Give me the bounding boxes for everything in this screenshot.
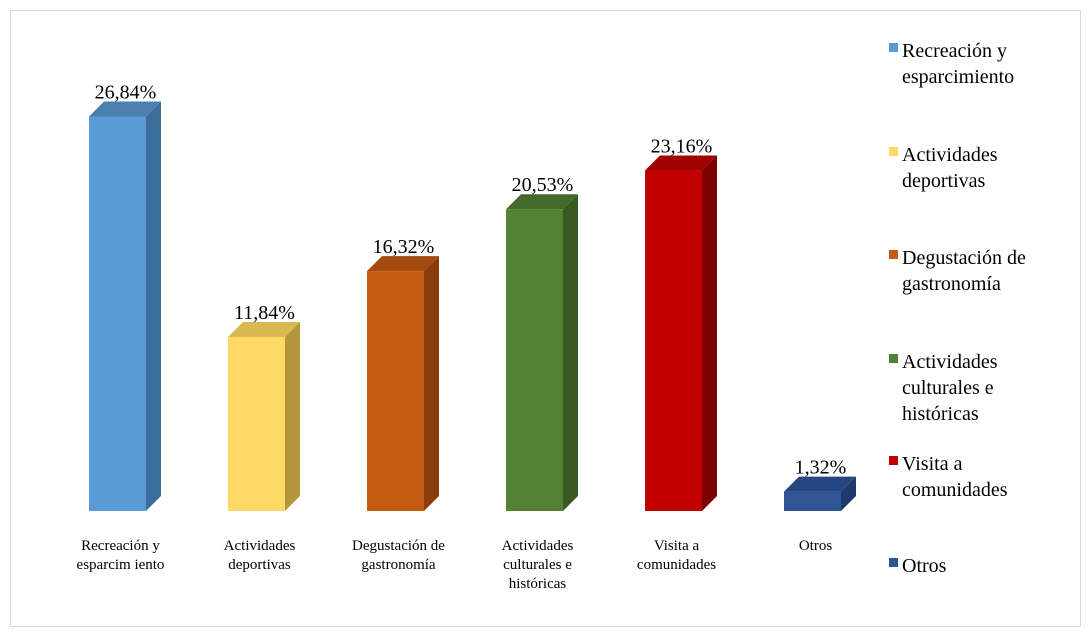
category-label: culturales e <box>503 557 572 573</box>
bar-top <box>228 321 300 337</box>
legend-entry: Visita a comunidades <box>889 453 1008 501</box>
bar-4 <box>506 194 578 512</box>
legend-label: Actividades <box>902 144 998 166</box>
category-label: Actividades <box>224 538 296 554</box>
bar-front <box>367 271 424 511</box>
legend-swatch <box>889 250 898 259</box>
category-label: comunidades <box>637 557 716 573</box>
bar-front <box>506 209 563 512</box>
bar-3 <box>367 256 439 511</box>
bar-side <box>285 321 300 511</box>
category-label: Otros <box>799 538 832 554</box>
bar-front <box>89 116 146 512</box>
legend-label: culturales e <box>902 377 994 399</box>
legend-label: Recreación y <box>902 40 1007 62</box>
category-label: históricas <box>509 576 567 592</box>
category-label: deportivas <box>228 557 291 573</box>
legend-entry: Actividades deportivas <box>889 144 998 192</box>
category-label: Visita a <box>654 538 700 554</box>
legend-label: Degustación de <box>902 247 1026 269</box>
legend-label: deportivas <box>902 170 986 192</box>
data-label: 20,53% <box>512 174 574 196</box>
bar-2 <box>228 321 300 511</box>
legend-label: Otros <box>902 555 947 577</box>
legend-swatch <box>889 147 898 156</box>
legend-label: Visita a <box>902 453 963 475</box>
bar-top <box>645 155 717 171</box>
bar-front <box>228 336 285 511</box>
category-label: Degustación de <box>352 538 445 554</box>
bar-top <box>89 101 161 117</box>
bar-side <box>841 476 856 511</box>
category-label: gastronomía <box>361 557 435 573</box>
legend-swatch <box>889 43 898 52</box>
data-label: 11,84% <box>234 302 295 324</box>
bar-side <box>146 101 161 512</box>
data-label: 26,84% <box>95 81 157 103</box>
legend-swatch <box>889 558 898 567</box>
legend-swatch <box>889 456 898 465</box>
legend-label: Actividades <box>902 351 998 373</box>
legend-label: históricas <box>902 403 979 425</box>
data-label: 23,16% <box>651 136 713 158</box>
category-label: esparcim iento <box>77 557 165 573</box>
legend-label: gastronomía <box>902 273 1001 295</box>
bar-5 <box>645 155 717 511</box>
legend-swatch <box>889 354 898 363</box>
bar-front <box>645 170 702 511</box>
legend-entry: Recreación y esparcimiento <box>889 40 1014 88</box>
bar-side <box>424 256 439 511</box>
legend-label: esparcimiento <box>902 66 1014 88</box>
bar-side <box>563 194 578 512</box>
legend-entry: Degustación de gastronomía <box>889 247 1026 295</box>
bar-top <box>506 194 578 210</box>
bar-top <box>367 256 439 272</box>
bar-front <box>784 491 841 511</box>
legend-label: comunidades <box>902 479 1008 501</box>
bar-side <box>702 155 717 511</box>
bar-6 <box>784 476 856 511</box>
legend-entry: Otros <box>889 555 947 577</box>
legend-entry: Actividades culturales e históricas <box>889 351 998 425</box>
data-label: 1,32% <box>795 457 847 479</box>
bar-1 <box>89 101 161 512</box>
category-label: Recreación y <box>81 538 160 554</box>
data-label: 16,32% <box>373 236 435 258</box>
category-label: Actividades <box>502 538 574 554</box>
bar-top <box>784 476 856 492</box>
